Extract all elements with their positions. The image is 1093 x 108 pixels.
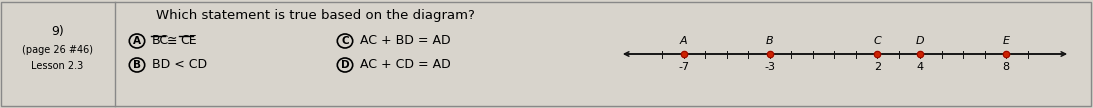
Text: C: C	[873, 36, 881, 46]
Text: B: B	[766, 36, 774, 46]
Text: E: E	[1002, 36, 1010, 46]
Text: ≅: ≅	[167, 34, 177, 48]
Text: CE: CE	[180, 34, 197, 48]
Text: C: C	[341, 36, 349, 46]
Text: D: D	[916, 36, 925, 46]
Text: (page 26 #46): (page 26 #46)	[22, 45, 93, 55]
Text: 9): 9)	[51, 25, 63, 38]
Text: B: B	[133, 60, 141, 70]
Text: BC: BC	[152, 34, 169, 48]
Text: 2: 2	[873, 62, 881, 72]
Text: A: A	[133, 36, 141, 46]
Text: 8: 8	[1002, 62, 1010, 72]
Text: -3: -3	[764, 62, 775, 72]
Text: 4: 4	[917, 62, 924, 72]
Text: D: D	[341, 60, 350, 70]
Text: A: A	[680, 36, 687, 46]
Text: Which statement is true based on the diagram?: Which statement is true based on the dia…	[155, 10, 474, 22]
Text: AC + CD = AD: AC + CD = AD	[360, 59, 450, 71]
Text: BD < CD: BD < CD	[152, 59, 208, 71]
Text: -7: -7	[678, 62, 690, 72]
Text: AC + BD = AD: AC + BD = AD	[360, 34, 450, 48]
Text: Lesson 2.3: Lesson 2.3	[32, 61, 84, 71]
